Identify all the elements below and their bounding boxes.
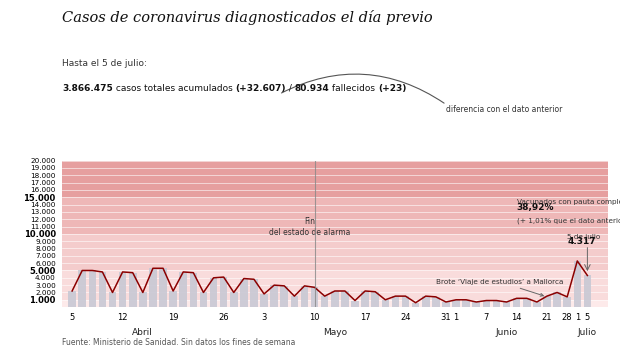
Bar [119,272,126,307]
Bar [311,287,319,307]
Bar [583,275,591,307]
Bar [523,298,531,307]
Bar [62,270,608,300]
Bar [482,300,490,307]
Bar [89,270,96,307]
Bar [392,296,399,307]
Text: Julio: Julio [578,328,597,337]
Bar [139,292,146,307]
Text: (+ 1,01% que el dato anterior): (+ 1,01% que el dato anterior) [516,217,620,224]
Text: 38,92%: 38,92% [516,203,554,212]
Bar [280,286,288,307]
Text: Vacunados con pauta completa: Vacunados con pauta completa [516,199,620,205]
Bar [270,285,278,307]
Bar [291,296,298,307]
Bar [321,296,329,307]
Bar [564,297,571,307]
Bar [513,298,520,307]
Bar [574,261,581,307]
Text: fallecidos: fallecidos [329,84,378,93]
Bar [503,302,510,307]
Bar [210,278,218,307]
Bar [452,300,460,307]
Bar [331,291,339,307]
Bar [200,292,207,307]
Bar [169,291,177,307]
Bar [129,273,136,307]
Bar [543,296,551,307]
Bar [432,297,440,307]
Text: Fuente: Ministerio de Sanidad. Sin datos los fines de semana: Fuente: Ministerio de Sanidad. Sin datos… [62,338,295,347]
Text: Abril: Abril [133,328,153,337]
Bar [230,292,237,307]
Bar [422,296,430,307]
Bar [463,300,470,307]
Bar [381,300,389,307]
Text: 3.866.475: 3.866.475 [62,84,113,93]
Bar [341,291,348,307]
Text: Hasta el 5 de julio:: Hasta el 5 de julio: [62,59,147,68]
Text: Junio: Junio [495,328,518,337]
Bar [179,272,187,307]
Bar [442,302,450,307]
Text: Casos de coronavirus diagnosticados el día previo: Casos de coronavirus diagnosticados el d… [62,10,433,25]
Bar [62,161,608,197]
Text: (+23): (+23) [378,84,407,93]
Bar [190,273,197,307]
Text: (+32.607): (+32.607) [236,84,286,93]
Text: /: / [286,84,294,93]
Bar [149,268,157,307]
Text: Mayo: Mayo [323,328,347,337]
Bar [371,292,379,307]
Bar [68,291,76,307]
Text: Brote ‘Viaje de estudios’ a Mallorca: Brote ‘Viaje de estudios’ a Mallorca [436,279,563,296]
Bar [108,292,117,307]
Bar [240,279,247,307]
Bar [159,268,167,307]
Bar [250,279,258,307]
Text: 4.317: 4.317 [567,237,596,246]
Bar [78,270,86,307]
Text: diferencia con el dato anterior: diferencia con el dato anterior [446,105,563,114]
Text: Fin
del estado de alarma: Fin del estado de alarma [269,217,350,237]
Text: casos totales acumulados: casos totales acumulados [113,84,236,93]
Text: 5 de julio: 5 de julio [567,234,600,240]
Text: 80.934: 80.934 [294,84,329,93]
Bar [472,302,480,307]
Bar [62,197,608,234]
Bar [220,277,228,307]
Bar [99,272,106,307]
Bar [62,234,608,270]
Bar [361,291,369,307]
Bar [351,300,359,307]
Bar [533,302,541,307]
Bar [553,292,561,307]
Bar [301,286,308,307]
Bar [402,296,409,307]
Bar [412,303,419,307]
Bar [260,294,268,307]
Bar [493,300,500,307]
